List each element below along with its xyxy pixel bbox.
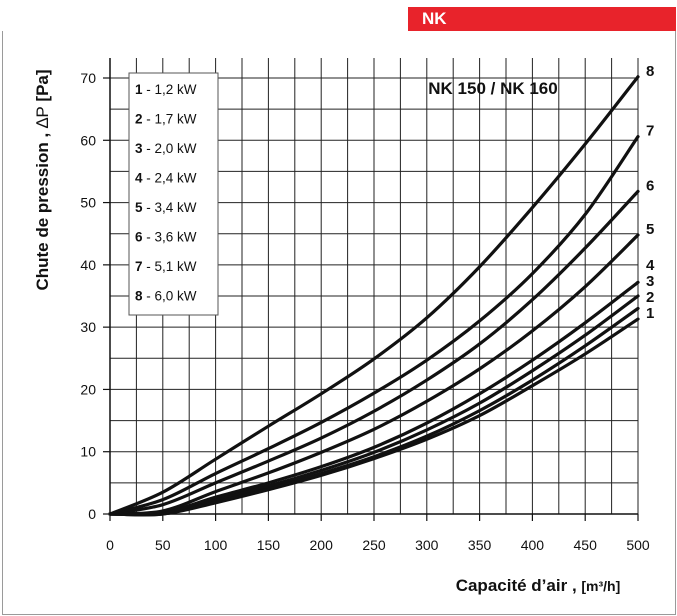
y-tick-label: 20 <box>80 381 96 397</box>
curve-label-2: 2 <box>646 289 654 306</box>
curve-label-6: 6 <box>646 177 654 194</box>
legend-power: - 2,0 kW <box>143 141 197 156</box>
axes: 0 10 20 30 40 50 60 70 0 50 100 150 200 250 300 350 400 4… <box>80 58 650 553</box>
legend-number: 7 <box>135 259 143 274</box>
curve-label-8: 8 <box>646 63 654 80</box>
x-axis-separator: , <box>572 576 581 595</box>
y-tick-label: 10 <box>80 444 96 460</box>
legend-item-3: 3 - 2,0 kW <box>135 141 197 156</box>
x-tick-label: 200 <box>310 537 334 553</box>
curve-label-3: 3 <box>646 273 654 290</box>
curves <box>108 75 640 517</box>
legend-item-2: 2 - 1,7 kW <box>135 112 197 127</box>
legend-power: - 3,4 kW <box>143 200 197 215</box>
legend-box <box>128 72 219 316</box>
x-tick-label: 0 <box>106 537 114 553</box>
x-axis-label: Capacité d’air <box>456 576 568 595</box>
legend-power: - 2,4 kW <box>143 171 197 186</box>
y-tick-label: 30 <box>80 319 96 335</box>
curve-7 <box>108 134 640 516</box>
x-tick-label: 100 <box>204 537 228 553</box>
x-axis-title: Capacité d’air , [m³/h] <box>456 576 621 595</box>
chart-title: NK 150 / NK 160 <box>428 79 557 98</box>
x-axis-unit: [m³/h] <box>581 578 620 594</box>
brand-label: NK <box>422 9 447 28</box>
legend-power: - 1,2 kW <box>143 82 197 97</box>
chart-frame <box>2 31 676 615</box>
legend-number: 3 <box>135 141 143 156</box>
curve-8 <box>108 75 640 516</box>
legend-item-8: 8 - 6,0 kW <box>135 289 197 304</box>
legend-number: 6 <box>135 230 143 245</box>
x-tick-label: 400 <box>521 537 545 553</box>
legend-number: 1 <box>135 82 143 97</box>
y-axis-unit: [Pa] <box>33 69 52 101</box>
y-tick-label: 60 <box>80 132 96 148</box>
x-tick-label: 300 <box>415 537 439 553</box>
legend-number: 8 <box>135 289 143 304</box>
y-tick-label: 50 <box>80 195 96 211</box>
x-tick-label: 500 <box>626 537 650 553</box>
legend-number: 2 <box>135 112 143 127</box>
x-tick-label: 350 <box>468 537 492 553</box>
legend-number: 5 <box>135 200 143 215</box>
x-tick-label: 50 <box>155 537 171 553</box>
legend-power: - 1,7 kW <box>143 112 197 127</box>
legend-power: - 5,1 kW <box>143 259 197 274</box>
legend-number: 4 <box>135 171 143 186</box>
legend: 1 - 1,2 kW2 - 1,7 kW3 - 2,0 kW4 - 2,4 kW… <box>128 72 219 316</box>
y-tick-label: 0 <box>88 506 96 522</box>
curve-label-5: 5 <box>646 221 654 238</box>
legend-item-1: 1 - 1,2 kW <box>135 82 197 97</box>
curve-label-7: 7 <box>646 123 654 140</box>
legend-item-5: 5 - 3,4 kW <box>135 200 197 215</box>
curve-4 <box>108 280 640 516</box>
x-tick-label: 250 <box>362 537 386 553</box>
y-axis-title: Chute de pression , ∆P [Pa] <box>33 69 52 290</box>
curve-6 <box>108 189 640 516</box>
x-tick-label: 150 <box>257 537 281 553</box>
curve-5 <box>108 233 640 516</box>
y-tick-label: 70 <box>80 70 96 86</box>
x-tick-label: 450 <box>574 537 598 553</box>
y-tick-label: 40 <box>80 257 96 273</box>
y-axis-symbol: ∆P <box>33 106 52 128</box>
curve-2 <box>108 306 640 517</box>
legend-power: - 3,6 kW <box>143 230 197 245</box>
legend-power: - 6,0 kW <box>143 289 197 304</box>
legend-item-6: 6 - 3,6 kW <box>135 230 197 245</box>
legend-item-4: 4 - 2,4 kW <box>135 171 197 186</box>
legend-item-7: 7 - 5,1 kW <box>135 259 197 274</box>
brand-badge: NK <box>408 7 676 31</box>
curve-label-1: 1 <box>646 305 654 322</box>
curve-label-4: 4 <box>646 257 655 274</box>
y-axis-label: Chute de pression , <box>33 133 52 291</box>
